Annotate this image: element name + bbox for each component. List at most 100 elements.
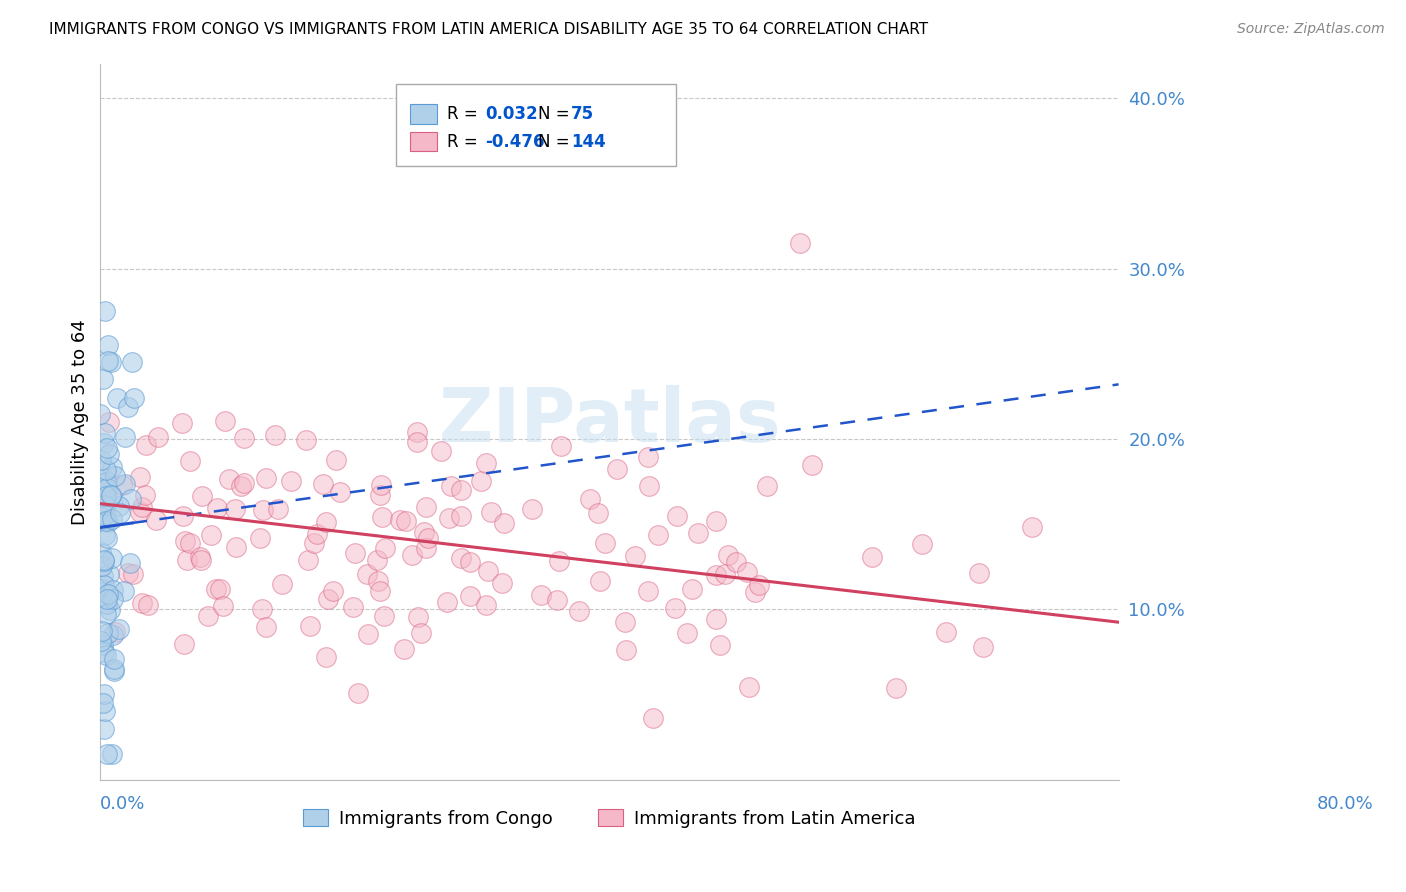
Point <box>134 488 156 502</box>
Point <box>357 627 380 641</box>
Point <box>529 588 551 602</box>
Point <box>614 643 637 657</box>
Point <box>101 591 124 606</box>
Point <box>173 637 195 651</box>
Point <box>254 620 277 634</box>
Point <box>1021 520 1043 534</box>
Point <box>233 476 256 491</box>
Point <box>568 604 591 618</box>
Point <box>370 584 392 599</box>
Point <box>94 528 117 542</box>
Point <box>367 574 389 588</box>
Point <box>96 648 118 662</box>
Point <box>647 528 669 542</box>
FancyBboxPatch shape <box>411 132 437 152</box>
Point <box>368 488 391 502</box>
Point <box>103 582 125 597</box>
Point <box>96 475 118 489</box>
Point <box>430 444 453 458</box>
Point <box>436 595 458 609</box>
Point <box>475 456 498 470</box>
Point <box>188 550 211 565</box>
Point <box>98 416 121 430</box>
Point <box>93 644 115 658</box>
Point <box>128 505 150 519</box>
Point <box>548 554 571 568</box>
Point <box>302 536 325 550</box>
Point <box>103 651 125 665</box>
Point <box>111 478 134 492</box>
Point <box>98 566 121 581</box>
Point <box>173 533 195 548</box>
Point <box>676 626 699 640</box>
Point <box>91 372 114 386</box>
Point <box>129 470 152 484</box>
Point <box>972 640 994 654</box>
Point <box>94 425 117 440</box>
Point <box>800 458 823 472</box>
Point <box>316 592 339 607</box>
Text: 0.032: 0.032 <box>485 105 538 123</box>
Text: ZIPatlas: ZIPatlas <box>439 385 780 458</box>
Point <box>413 524 436 539</box>
Point <box>100 459 122 474</box>
Point <box>312 476 335 491</box>
Point <box>641 711 664 725</box>
Point <box>411 625 433 640</box>
Point <box>103 662 125 676</box>
Point <box>860 549 883 564</box>
Point <box>249 531 271 545</box>
Point <box>356 566 378 581</box>
Point <box>93 553 115 567</box>
Point <box>131 500 153 515</box>
Point <box>100 355 122 369</box>
Point <box>224 501 246 516</box>
Point <box>460 555 482 569</box>
Text: 75: 75 <box>571 105 593 123</box>
Point <box>96 591 118 606</box>
Point <box>322 583 344 598</box>
Point <box>103 664 125 678</box>
Point <box>589 574 612 588</box>
Point <box>93 554 115 568</box>
Point <box>89 407 111 421</box>
Point <box>120 491 142 506</box>
Point <box>315 649 337 664</box>
Point <box>546 593 568 607</box>
Point <box>366 553 388 567</box>
Point <box>709 639 731 653</box>
Point <box>131 596 153 610</box>
Point <box>94 499 117 513</box>
Point <box>789 235 811 250</box>
Point <box>93 688 115 702</box>
Point <box>96 747 118 761</box>
Point <box>388 513 411 527</box>
Point <box>101 550 124 565</box>
Point <box>233 431 256 445</box>
Point <box>225 540 247 554</box>
Point <box>254 471 277 485</box>
Point <box>101 628 124 642</box>
Point <box>200 528 222 542</box>
Point <box>190 552 212 566</box>
Point <box>94 607 117 621</box>
Point <box>90 453 112 467</box>
Point <box>470 475 492 489</box>
Point <box>270 577 292 591</box>
Point <box>475 599 498 613</box>
Point <box>395 514 418 528</box>
Point <box>406 610 429 624</box>
Point <box>637 450 659 464</box>
Point <box>145 513 167 527</box>
Point <box>578 491 600 506</box>
Point <box>935 624 957 639</box>
Point <box>211 599 233 614</box>
Point <box>586 506 609 520</box>
Point <box>179 536 201 550</box>
Point <box>98 447 121 461</box>
Text: R =: R = <box>447 105 477 123</box>
Point <box>179 453 201 467</box>
Text: N =: N = <box>538 133 569 151</box>
Point <box>172 509 194 524</box>
Point <box>108 622 131 636</box>
